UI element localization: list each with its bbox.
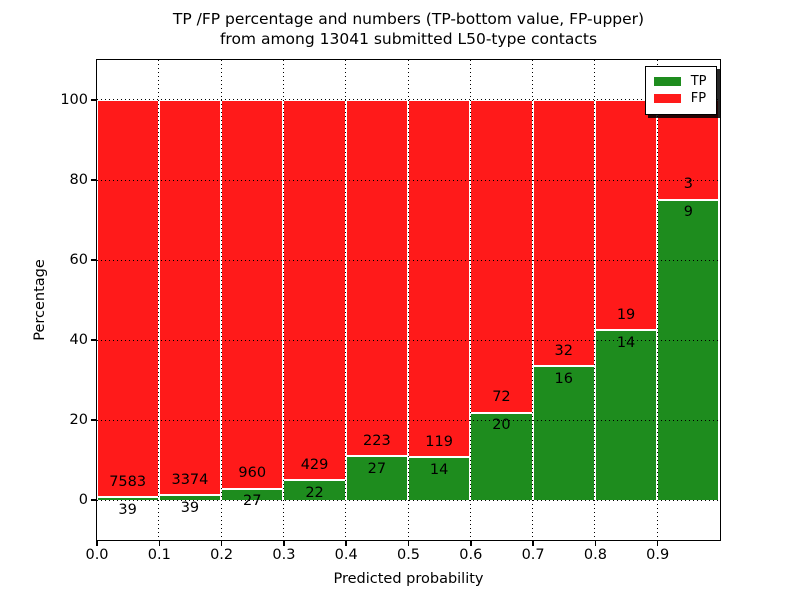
gridline-vertical bbox=[158, 59, 160, 540]
x-tick-mark bbox=[158, 541, 161, 546]
x-tick-mark bbox=[470, 541, 472, 546]
bar-tp-segment bbox=[470, 412, 533, 500]
bar-fp-segment bbox=[158, 99, 222, 495]
y-tick-mark bbox=[91, 99, 96, 101]
gridline-vertical bbox=[469, 59, 471, 540]
bar-fp-segment bbox=[221, 99, 284, 489]
y-tick-label: 40 bbox=[69, 332, 88, 348]
fp-count-label: 7583 bbox=[109, 474, 147, 491]
y-axis-label: Percentage bbox=[32, 259, 48, 341]
plot-inner: TP FP 7583 39 3374 39 960 27 429 22 223 27 119 14 72 2… bbox=[96, 59, 720, 540]
bar-fp-segment bbox=[408, 99, 471, 458]
legend-item: TP bbox=[653, 73, 707, 89]
x-tick-label: 0.8 bbox=[583, 547, 607, 563]
x-tick-label: 0.2 bbox=[210, 547, 234, 563]
plot-area: TP FP 7583 39 3374 39 960 27 429 22 223 27 119 14 72 2… bbox=[95, 58, 721, 541]
bar-tp-segment bbox=[221, 488, 284, 500]
bar-tp-segment bbox=[96, 497, 159, 500]
legend-swatch-fp bbox=[653, 94, 681, 103]
bar-tp-segment bbox=[657, 199, 720, 500]
fp-count-label: 32 bbox=[554, 343, 573, 360]
y-tick-mark bbox=[91, 179, 96, 181]
bar-fp-segment bbox=[345, 99, 408, 457]
bar-fp-segment bbox=[470, 99, 533, 413]
y-tick-mark bbox=[91, 419, 96, 421]
legend-label: FP bbox=[690, 90, 707, 106]
bar-fp-segment bbox=[96, 99, 159, 498]
x-tick-label: 0.0 bbox=[85, 547, 109, 563]
bar-tp-segment bbox=[158, 494, 222, 500]
bar-tp-segment bbox=[283, 480, 346, 500]
x-tick-mark bbox=[532, 541, 534, 546]
fp-count-label: 72 bbox=[492, 389, 511, 406]
tp-count-label: 20 bbox=[492, 417, 511, 434]
tp-count-label: 39 bbox=[180, 499, 200, 516]
y-tick-mark bbox=[91, 339, 96, 341]
x-tick-mark bbox=[594, 541, 597, 546]
tp-count-label: 16 bbox=[554, 370, 573, 387]
y-tick-label: 60 bbox=[69, 252, 88, 268]
gridline-vertical bbox=[282, 59, 284, 540]
x-tick-label: 0.3 bbox=[272, 547, 296, 563]
gridline-vertical bbox=[407, 59, 409, 540]
x-tick-mark bbox=[407, 541, 410, 546]
y-tick-label: 0 bbox=[78, 492, 88, 508]
chart-title-line1: TP /FP percentage and numbers (TP-bottom… bbox=[172, 10, 645, 28]
fp-count-label: 429 bbox=[300, 456, 329, 473]
y-tick-label: 20 bbox=[69, 412, 88, 428]
chart-title-line2: from among 13041 submitted L50-type cont… bbox=[219, 30, 598, 49]
legend-item: FP bbox=[653, 90, 707, 106]
bar-fp-segment bbox=[594, 99, 658, 330]
gridline-vertical bbox=[594, 59, 596, 540]
x-tick-mark bbox=[220, 541, 223, 546]
legend-items: TP FP bbox=[653, 73, 707, 106]
fp-count-label: 119 bbox=[425, 434, 453, 451]
x-tick-label: 0.9 bbox=[646, 547, 670, 563]
legend-label: TP bbox=[690, 73, 707, 89]
chart-title: TP /FP percentage and numbers (TP-bottom… bbox=[97, 9, 720, 50]
fp-count-label: 3374 bbox=[171, 471, 209, 488]
x-tick-label: 0.4 bbox=[334, 547, 358, 563]
fp-count-label: 960 bbox=[238, 465, 267, 482]
gridline-vertical bbox=[345, 59, 347, 540]
x-axis-label: Predicted probability bbox=[333, 571, 484, 587]
fp-count-label: 19 bbox=[616, 306, 636, 323]
x-tick-mark bbox=[283, 541, 285, 546]
x-tick-label: 0.1 bbox=[147, 547, 171, 563]
tp-count-label: 14 bbox=[429, 462, 449, 479]
tp-count-label: 9 bbox=[683, 204, 693, 221]
x-tick-mark bbox=[656, 541, 659, 546]
tp-count-label: 39 bbox=[118, 502, 137, 519]
y-tick-label: 80 bbox=[69, 172, 88, 188]
x-tick-label: 0.5 bbox=[396, 547, 421, 563]
tp-count-label: 27 bbox=[367, 461, 387, 478]
bar-tp-segment bbox=[408, 457, 471, 500]
bar-tp-segment bbox=[345, 456, 408, 500]
y-tick-label: 100 bbox=[60, 92, 88, 108]
y-tick-mark bbox=[91, 499, 96, 501]
x-tick-mark bbox=[96, 541, 98, 546]
gridline-vertical bbox=[220, 59, 222, 540]
gridline-vertical bbox=[656, 59, 658, 540]
bar-fp-segment bbox=[283, 99, 346, 480]
legend-swatch-tp bbox=[653, 77, 681, 86]
bar-tp-segment bbox=[532, 366, 595, 500]
fp-count-label: 223 bbox=[363, 433, 391, 450]
tp-count-label: 22 bbox=[305, 484, 324, 501]
bar-tp-segment bbox=[594, 329, 658, 500]
bar-fp-segment bbox=[657, 99, 720, 200]
legend: TP FP bbox=[644, 65, 717, 115]
x-tick-label: 0.7 bbox=[521, 547, 545, 563]
x-tick-label: 0.6 bbox=[459, 547, 483, 563]
bar-fp-segment bbox=[532, 99, 595, 367]
tp-count-label: 14 bbox=[616, 334, 636, 351]
tp-count-label: 27 bbox=[243, 493, 262, 510]
x-tick-mark bbox=[345, 541, 347, 546]
gridline-vertical bbox=[532, 59, 534, 540]
y-tick-mark bbox=[91, 259, 96, 261]
fp-count-label: 3 bbox=[683, 176, 693, 193]
